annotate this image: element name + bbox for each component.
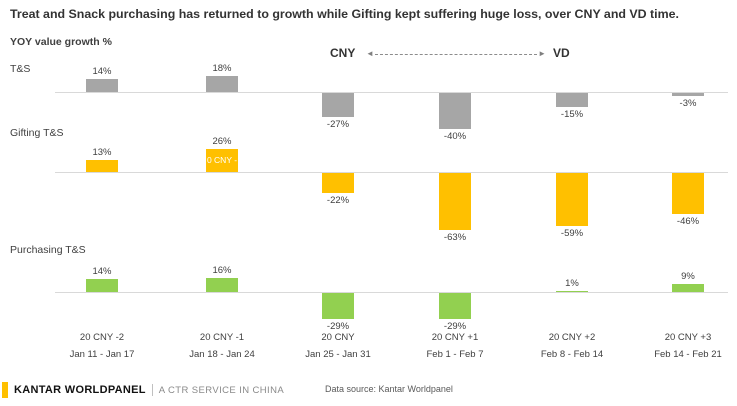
brand-accent-bar	[2, 382, 8, 398]
x-axis-category: 20 CNY +1	[431, 332, 479, 343]
bar-value-label: -27%	[326, 119, 350, 131]
vd-period-label: VD	[553, 46, 570, 60]
x-axis-category: 20 CNY	[321, 332, 355, 343]
axis-baseline	[55, 172, 728, 173]
bar	[86, 79, 118, 92]
footer: KANTAR WORLDPANEL A CTR SERVICE IN CHINA	[2, 381, 284, 399]
bar-value-label: -22%	[326, 194, 350, 206]
x-axis-dates: Jan 11 - Jan 17	[69, 349, 135, 360]
data-source: Data source: Kantar Worldpanel	[325, 384, 453, 394]
axis-baseline	[55, 292, 728, 293]
bar	[206, 75, 238, 92]
bar-value-label: 9%	[681, 270, 695, 282]
bar-value-label: 18%	[212, 62, 232, 74]
brand-logo-text: KANTAR WORLDPANEL	[14, 384, 146, 396]
bar-value-label: 26%	[212, 135, 232, 147]
bar-value-label: -46%	[676, 216, 700, 228]
bar-overlay-label: 0 CNY -	[206, 155, 238, 166]
arrow-left-head-icon: ◄	[366, 49, 374, 58]
x-axis-category: 20 CNY +2	[548, 332, 596, 343]
bar	[556, 173, 588, 227]
bar	[672, 283, 704, 292]
bar-value-label: 16%	[212, 264, 232, 276]
bar	[322, 173, 354, 193]
bar-value-label: -59%	[560, 228, 584, 240]
bar	[322, 293, 354, 320]
bar-value-label: -29%	[443, 321, 467, 333]
series-label: Gifting T&S	[10, 127, 64, 139]
bar-value-label: -3%	[679, 97, 697, 109]
x-axis-category: 20 CNY -1	[199, 332, 245, 343]
bar	[439, 293, 471, 320]
bar-value-label: -15%	[560, 108, 584, 120]
x-axis-dates: Feb 1 - Feb 7	[426, 349, 484, 360]
brand-tagline: A CTR SERVICE IN CHINA	[158, 384, 285, 396]
bar	[206, 277, 238, 292]
bar	[672, 173, 704, 215]
x-axis-category: 20 CNY +3	[664, 332, 712, 343]
x-axis-dates: Jan 25 - Jan 31	[305, 349, 371, 360]
y-axis-label: YOY value growth %	[10, 36, 112, 48]
bar	[556, 291, 588, 292]
cny-period-label: CNY	[330, 46, 356, 60]
x-axis-dates: Jan 18 - Jan 24	[189, 349, 255, 360]
bar	[322, 93, 354, 118]
x-axis-dates: Feb 14 - Feb 21	[654, 349, 722, 360]
axis-baseline	[55, 92, 728, 93]
series-label: T&S	[10, 63, 31, 75]
bar	[439, 93, 471, 129]
bar	[672, 93, 704, 96]
bar	[439, 173, 471, 230]
bar	[86, 160, 118, 172]
bar-value-label: -63%	[443, 231, 467, 243]
bar	[206, 148, 238, 172]
chart-title: Treat and Snack purchasing has returned …	[10, 7, 679, 21]
arrow-right-head-icon: ►	[538, 49, 546, 58]
series-label: Purchasing T&S	[10, 244, 86, 256]
bar-value-label: -40%	[443, 131, 467, 142]
bar	[556, 93, 588, 107]
bar	[86, 279, 118, 292]
arrow-dashed-line	[374, 53, 538, 55]
footer-divider	[151, 384, 153, 396]
bar-value-label: 13%	[92, 147, 112, 159]
x-axis-dates: Feb 8 - Feb 14	[540, 349, 604, 360]
bar-value-label: 14%	[92, 66, 112, 78]
bar-value-label: 14%	[92, 266, 112, 278]
bar-value-label: -29%	[326, 321, 350, 333]
period-range-arrow: ◄ ►	[366, 48, 546, 60]
bar-value-label: 1%	[565, 278, 579, 289]
x-axis-category: 20 CNY -2	[79, 332, 125, 343]
